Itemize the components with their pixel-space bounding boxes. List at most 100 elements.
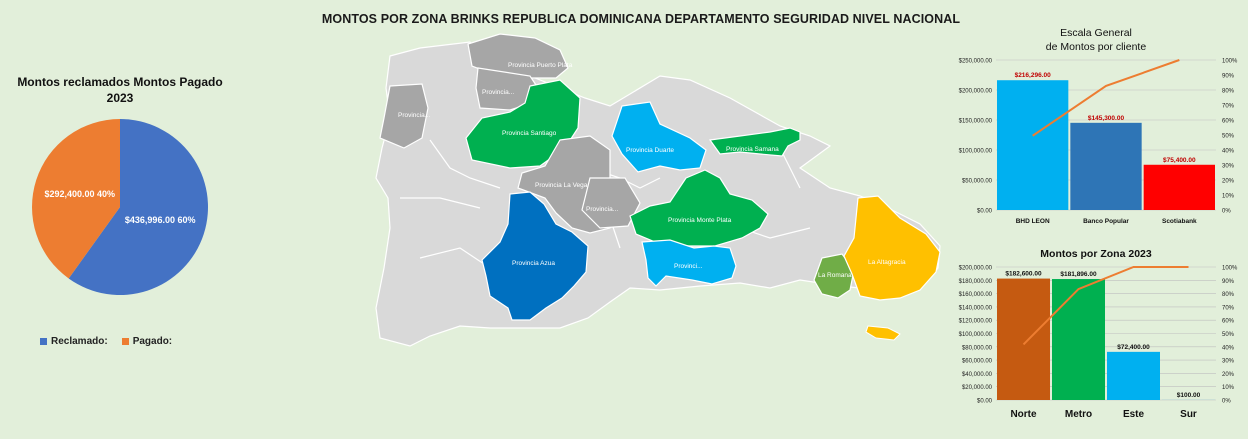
map-label-monte-plata: Provincia Monte Plata xyxy=(668,217,732,224)
pie-chart: $436,996.00 60% $292,400.00 40% xyxy=(31,119,208,295)
y2-tick-label: 0% xyxy=(1222,209,1231,215)
map-label-la-romana: La Romana xyxy=(818,272,852,279)
x-category-label: Scotiabank xyxy=(1162,218,1197,225)
y2-tick-label: 80% xyxy=(1222,292,1235,298)
cumulative-percent-line xyxy=(1032,59,1180,137)
x-category-label: Sur xyxy=(1180,409,1197,420)
y2-tick-label: 90% xyxy=(1222,74,1235,80)
map-label-provincia-4: Provinci... xyxy=(674,263,703,270)
y-tick-label: $160,000.00 xyxy=(959,292,993,298)
y-tick-label: $140,000.00 xyxy=(959,305,993,311)
y-tick-label: $60,000.00 xyxy=(962,359,993,365)
map-label-samana: Provincia Samana xyxy=(726,146,779,153)
bar-metro xyxy=(1052,279,1105,400)
y2-tick-label: 50% xyxy=(1222,332,1235,338)
y2-tick-label: 90% xyxy=(1222,279,1235,285)
y-tick-label: $200,000.00 xyxy=(959,89,993,95)
map-label-provincia-3: Provincia... xyxy=(586,206,618,213)
map-label-duarte: Provincia Duarte xyxy=(626,147,674,154)
pie-data-label-pagado: $292,400.00 40% xyxy=(45,189,116,199)
legend-label-reclamado: Reclamado: xyxy=(51,336,108,347)
pie-title-line1: Montos reclamados Montos Pagado xyxy=(17,75,223,89)
y-tick-label: $250,000.00 xyxy=(959,59,993,65)
x-category-label: Norte xyxy=(1010,409,1037,420)
x-category-label: Metro xyxy=(1065,409,1092,420)
map-province-samana xyxy=(708,127,801,157)
bar-data-label: $72,400.00 xyxy=(1117,344,1150,351)
y2-tick-label: 10% xyxy=(1222,385,1235,391)
y-tick-label: $180,000.00 xyxy=(959,279,993,285)
bar-data-label: $75,400.00 xyxy=(1163,157,1196,164)
legend-item-pagado: Pagado: xyxy=(121,336,173,347)
client-chart-title-line1: Escala General xyxy=(1060,27,1132,39)
y2-tick-label: 10% xyxy=(1222,194,1235,200)
y-tick-label: $0.00 xyxy=(977,399,993,405)
y2-tick-label: 60% xyxy=(1222,319,1235,325)
bar-data-label: $182,600.00 xyxy=(1005,271,1042,278)
bar-data-label: $145,300.00 xyxy=(1088,115,1125,122)
map-province-la-altagracia xyxy=(843,195,941,301)
y-tick-label: $120,000.00 xyxy=(959,319,993,325)
y-tick-label: $200,000.00 xyxy=(959,266,993,272)
client-chart-title-line2: de Montos por cliente xyxy=(1045,41,1147,53)
client-pareto-chart: $0.00 $50,000.00 $100,000.00 $150,000.00 $20… xyxy=(959,59,1238,226)
y2-tick-label: 70% xyxy=(1222,104,1235,110)
y-tick-label: $100,000.00 xyxy=(959,149,993,155)
x-category-label: Banco Popular xyxy=(1083,218,1129,225)
map-label-santiago: Provincia Santiago xyxy=(502,130,557,137)
dashboard-title: MONTOS POR ZONA BRINKS REPUBLICA DOMINIC… xyxy=(321,12,961,26)
y-tick-label: $100,000.00 xyxy=(959,332,993,338)
y2-tick-label: 50% xyxy=(1222,134,1235,140)
y2-tick-label: 80% xyxy=(1222,89,1235,95)
zone-pareto-chart: $0.00 $20,000.00 $40,000.00 $60,000.00 $80,0… xyxy=(959,266,1238,421)
map-province-duarte xyxy=(611,101,707,173)
map-label-la-vega: Provincia La Vega xyxy=(535,182,588,189)
y2-tick-label: 100% xyxy=(1222,59,1238,65)
x-category-label: Este xyxy=(1123,409,1145,420)
pie-data-label-reclamado: $436,996.00 60% xyxy=(125,215,196,225)
y2-tick-label: 60% xyxy=(1222,119,1235,125)
bar-este xyxy=(1107,351,1160,400)
dominican-republic-map: Provincia Puerto Plata Provincia... Prov… xyxy=(375,33,941,347)
pie-chart-title: Montos reclamados Montos Pagado 2023 xyxy=(10,74,230,106)
bar-norte xyxy=(997,278,1050,400)
y2-tick-label: 0% xyxy=(1222,399,1231,405)
y2-tick-label: 20% xyxy=(1222,372,1235,378)
zone-chart-title: Montos por Zona 2023 xyxy=(1040,248,1152,260)
cumulative-percent-line xyxy=(1022,266,1189,346)
bar-bhd-leon xyxy=(997,80,1069,210)
y2-tick-label: 40% xyxy=(1222,149,1235,155)
bar-data-label: $181,896.00 xyxy=(1060,271,1097,278)
y-tick-label: $50,000.00 xyxy=(962,179,993,185)
y2-tick-label: 70% xyxy=(1222,305,1235,311)
map-province-santiago xyxy=(465,79,581,169)
map-province-west-gray xyxy=(379,83,429,149)
legend-label-pagado: Pagado: xyxy=(132,336,173,347)
map-label-azua: Provincia Azua xyxy=(512,260,555,267)
map-province-monte-plata xyxy=(629,169,769,247)
pie-legend: Reclamado: Pagado: xyxy=(40,336,172,347)
y-tick-label: $80,000.00 xyxy=(962,345,993,351)
y-tick-label: $40,000.00 xyxy=(962,372,993,378)
bar-scotiabank xyxy=(1143,164,1215,210)
legend-item-reclamado: Reclamado: xyxy=(40,336,108,347)
map-province-azua xyxy=(481,191,589,321)
y2-tick-label: 30% xyxy=(1222,359,1235,365)
bar-data-label: $216,296.00 xyxy=(1015,72,1052,79)
map-label-provincia-2: Provincia... xyxy=(398,112,430,119)
bar-banco-popular xyxy=(1070,122,1142,210)
y2-tick-label: 30% xyxy=(1222,164,1235,170)
y-tick-label: $20,000.00 xyxy=(962,385,993,391)
pie-slice-pagado xyxy=(31,119,120,279)
y2-tick-label: 100% xyxy=(1222,266,1238,272)
map-label-provincia-1: Provincia... xyxy=(482,89,514,96)
bar-data-label: $100.00 xyxy=(1177,392,1201,399)
pie-slice-reclamado xyxy=(68,119,208,295)
map-province-south-light-blue xyxy=(641,239,737,287)
map-label-puerto-plata: Provincia Puerto Plata xyxy=(508,62,573,69)
map-country-base xyxy=(375,41,941,347)
x-category-label: BHD LEON xyxy=(1016,218,1050,225)
y-tick-label: $0.00 xyxy=(977,209,993,215)
map-province-center-gray xyxy=(581,177,641,229)
pagado-swatch xyxy=(121,338,129,345)
